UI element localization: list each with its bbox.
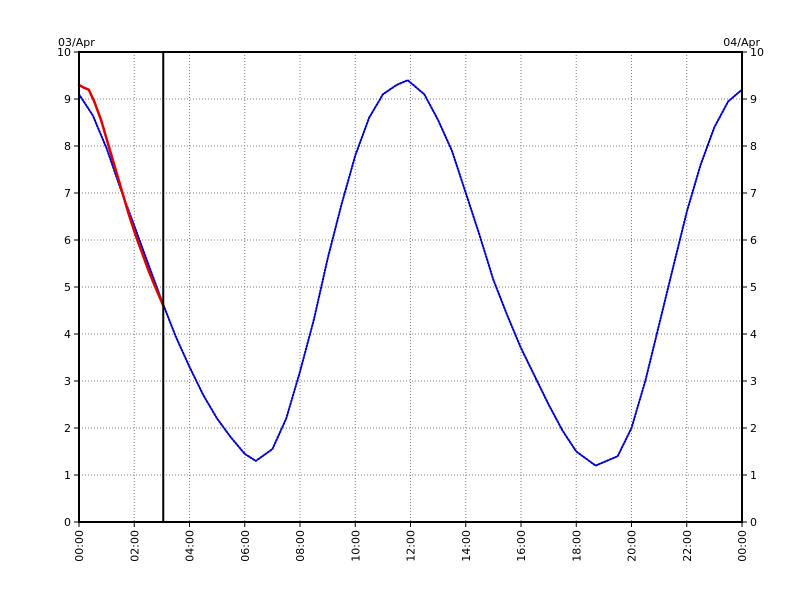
x-tick-label: 18:00 bbox=[570, 530, 583, 562]
y-tick-label-right: 0 bbox=[750, 516, 757, 529]
x-tick-label: 00:00 bbox=[736, 530, 749, 562]
y-tick-label-left: 7 bbox=[64, 187, 71, 200]
plot-frame bbox=[78, 51, 743, 523]
y-tick-label-left: 5 bbox=[64, 281, 71, 294]
date-right-label: 04/Apr bbox=[723, 36, 760, 49]
x-tick-label: 14:00 bbox=[460, 530, 473, 562]
y-tick-label-right: 8 bbox=[750, 140, 757, 153]
y-tick-label-left: 4 bbox=[64, 328, 71, 341]
y-tick-label-left: 6 bbox=[64, 234, 71, 247]
y-tick-label-right: 1 bbox=[750, 469, 757, 482]
y-tick-label-right: 9 bbox=[750, 93, 757, 106]
y-tick-label-left: 1 bbox=[64, 469, 71, 482]
x-tick-label: 10:00 bbox=[349, 530, 362, 562]
y-tick-label-right: 5 bbox=[750, 281, 757, 294]
y-tick-label-right: 10 bbox=[750, 46, 764, 59]
y-tick-label-left: 8 bbox=[64, 140, 71, 153]
x-tick-label: 08:00 bbox=[294, 530, 307, 562]
y-axis-right-labels: 0 1 2 3 4 5 6 7 8 9 10 bbox=[750, 46, 764, 529]
y-tick-label-left: 2 bbox=[64, 422, 71, 435]
y-tick-label-right: 4 bbox=[750, 328, 757, 341]
y-tick-label-right: 2 bbox=[750, 422, 757, 435]
x-axis-labels: 00:00 02:00 04:00 06:00 08:00 10:00 12:00 14:00… bbox=[73, 530, 749, 562]
y-tick-label-left: 9 bbox=[64, 93, 71, 106]
x-tick-label: 20:00 bbox=[626, 530, 639, 562]
grid-lines bbox=[74, 51, 747, 527]
y-tick-label-left: 3 bbox=[64, 375, 71, 388]
y-tick-label-right: 7 bbox=[750, 187, 757, 200]
x-tick-label: 22:00 bbox=[681, 530, 694, 562]
x-tick-label: 00:00 bbox=[73, 530, 86, 562]
y-axis-left-labels: 0 1 2 3 4 5 6 7 8 9 10 bbox=[57, 46, 71, 529]
series-layer bbox=[77, 79, 743, 467]
x-tick-label: 12:00 bbox=[405, 530, 418, 562]
y-tick-label-left: 0 bbox=[64, 516, 71, 529]
date-left-label: 03/Apr bbox=[58, 36, 95, 49]
y-tick-label-left: 10 bbox=[57, 46, 71, 59]
y-tick-label-right: 6 bbox=[750, 234, 757, 247]
observed-tide-line bbox=[77, 83, 165, 308]
x-tick-label: 16:00 bbox=[515, 530, 528, 562]
predicted-tide-line bbox=[78, 79, 743, 467]
x-tick-label: 04:00 bbox=[184, 530, 197, 562]
x-tick-label: 06:00 bbox=[239, 530, 252, 562]
x-tick-label: 02:00 bbox=[128, 530, 141, 562]
y-tick-label-right: 3 bbox=[750, 375, 757, 388]
